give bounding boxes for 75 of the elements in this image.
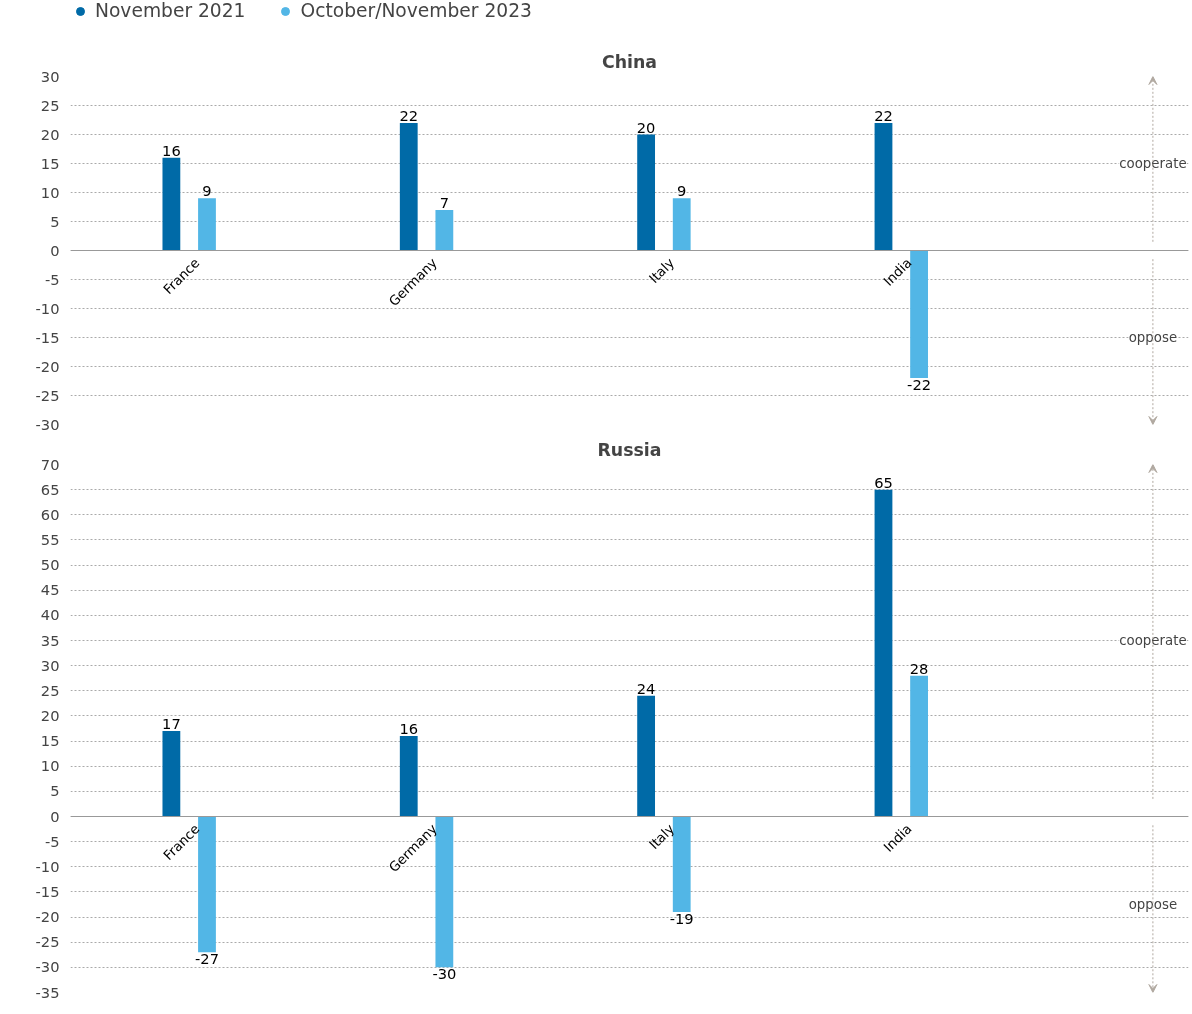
data-label: 9: [202, 182, 212, 200]
y-tick-label: 30: [40, 67, 60, 85]
y-tick-label: -5: [44, 832, 60, 850]
data-label: 22: [399, 106, 419, 124]
data-label: 7: [439, 193, 450, 211]
y-tick-label: -30: [35, 958, 60, 976]
legend-label: November 2021: [95, 0, 246, 21]
y-tick-label: 30: [40, 656, 60, 674]
y-tick-label: 10: [40, 757, 60, 775]
bar: [910, 250, 928, 379]
y-tick-label: -25: [35, 933, 60, 951]
y-tick-label: 5: [50, 212, 60, 230]
bar: [672, 198, 691, 251]
y-tick-label: -15: [35, 328, 60, 346]
annotation: cooperate: [1119, 156, 1187, 171]
y-tick-label: 70: [40, 455, 60, 473]
legend-label: October/November 2023: [300, 0, 532, 21]
y-tick-label: -25: [35, 386, 60, 404]
y-tick-label: 20: [40, 125, 60, 143]
data-label: 28: [909, 659, 929, 677]
bar: [162, 731, 181, 817]
bar: [435, 816, 454, 968]
y-tick-label: 65: [40, 480, 60, 498]
data-label: 16: [162, 141, 181, 159]
y-tick-label: 40: [40, 606, 60, 624]
y-tick-label: -5: [44, 270, 60, 288]
data-label: 24: [636, 679, 656, 697]
data-label: -19: [669, 910, 694, 928]
data-label: 20: [636, 118, 656, 136]
bar: [198, 816, 216, 953]
y-tick-label: 50: [40, 556, 60, 574]
bar: [637, 134, 656, 251]
y-tick-label: -20: [35, 908, 60, 926]
data-label: -27: [195, 950, 219, 968]
data-label: 22: [874, 106, 893, 124]
bar: [910, 675, 928, 817]
data-label: 17: [162, 715, 181, 733]
bar: [637, 695, 656, 817]
y-tick-label: 25: [40, 681, 60, 699]
bar: [672, 816, 691, 913]
bar: [874, 122, 893, 251]
y-tick-label: 20: [40, 706, 60, 724]
y-tick-label: 45: [40, 581, 60, 599]
y-tick-label: 60: [40, 505, 60, 523]
y-tick-label: -35: [35, 983, 60, 1001]
y-tick-label: 10: [40, 183, 60, 201]
y-tick-label: 55: [40, 530, 60, 548]
bar: [198, 198, 216, 251]
y-tick-label: 35: [40, 631, 60, 649]
y-tick-label: 15: [40, 732, 60, 750]
chart-title: Russia: [597, 439, 662, 460]
y-tick-label: 0: [50, 241, 60, 259]
y-tick-label: -10: [35, 857, 60, 875]
y-tick-label: 5: [50, 782, 60, 800]
y-tick-label: -30: [35, 415, 60, 433]
bar: [399, 122, 418, 251]
bar: [399, 736, 418, 817]
annotation: oppose: [1128, 897, 1178, 912]
data-label: -22: [907, 376, 932, 394]
y-tick-label: 15: [40, 154, 60, 172]
y-tick-label: 0: [50, 807, 60, 825]
annotation: oppose: [1128, 330, 1178, 345]
annotation: cooperate: [1119, 633, 1187, 648]
data-label: -30: [432, 965, 457, 983]
y-tick-label: 25: [40, 96, 60, 114]
data-label: 16: [399, 720, 419, 738]
y-tick-label: -15: [35, 882, 60, 900]
data-label: 9: [677, 182, 687, 200]
chart-title: China: [601, 51, 658, 72]
bar: [435, 209, 454, 251]
bar: [162, 157, 181, 251]
data-label: 65: [874, 473, 893, 491]
bar: [874, 489, 893, 817]
y-tick-label: -10: [35, 299, 60, 317]
y-tick-label: -20: [35, 357, 60, 375]
